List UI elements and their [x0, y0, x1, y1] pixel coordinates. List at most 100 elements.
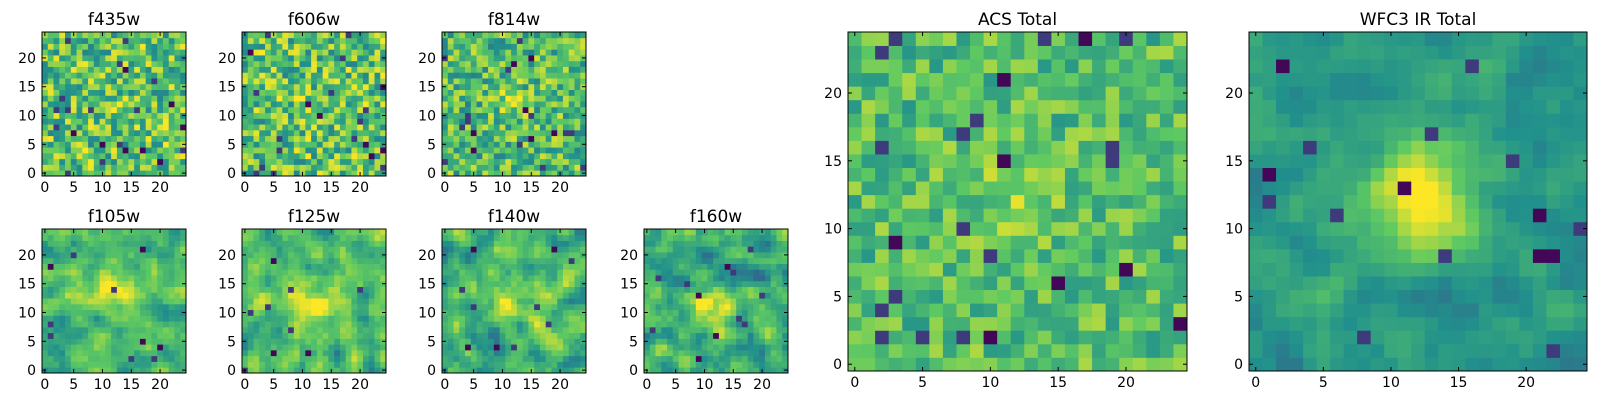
heatmap-cell [111, 303, 118, 311]
heatmap-cell [380, 361, 387, 368]
heatmap-cell [265, 37, 272, 44]
heatmap-cell [116, 315, 124, 322]
heatmap-cell [695, 309, 702, 316]
heatmap-cell [99, 234, 106, 241]
heatmap-cell [1146, 235, 1161, 250]
heatmap-cell [311, 275, 318, 282]
heatmap-cell [511, 112, 518, 119]
heatmap-cell [861, 343, 876, 358]
heatmap-cell [539, 240, 547, 247]
heatmap-cell [134, 118, 141, 125]
heatmap-cell [1105, 316, 1120, 331]
heatmap-cell [488, 124, 495, 131]
heatmap-cell [459, 95, 466, 102]
heatmap-cell [562, 43, 570, 50]
heatmap-cell [551, 89, 558, 96]
heatmap-cell [459, 124, 466, 131]
heatmap-cell [678, 240, 685, 247]
heatmap-cell [339, 349, 347, 357]
heatmap-cell [322, 280, 329, 287]
heatmap-cell [139, 338, 147, 345]
x-tick-label: 5 [469, 377, 478, 393]
heatmap-cell [453, 141, 460, 148]
heatmap-cell [534, 170, 541, 177]
heatmap-cell [357, 321, 364, 328]
heatmap-cell [99, 326, 106, 334]
heatmap-cell [282, 32, 289, 39]
x-tick-label: 10 [94, 377, 112, 393]
heatmap-cell [105, 112, 112, 119]
heatmap-cell [465, 101, 472, 108]
heatmap-cell [134, 246, 141, 253]
heatmap-cell [259, 321, 266, 328]
heatmap-cell [707, 252, 714, 259]
heatmap-cell [465, 164, 472, 171]
heatmap-cell [65, 95, 72, 102]
heatmap-cell [42, 234, 49, 241]
heatmap-cell [334, 101, 341, 108]
heatmap-cell [562, 66, 570, 73]
heatmap-cell [488, 129, 495, 137]
heatmap-cell [470, 129, 477, 137]
heatmap-cell [374, 303, 381, 311]
heatmap-cell [328, 252, 335, 259]
heatmap-cell [339, 303, 347, 311]
heatmap-cell [116, 124, 124, 131]
heatmap-cell [861, 208, 876, 223]
heatmap-cell [528, 112, 535, 119]
heatmap-cell [505, 321, 512, 328]
heatmap-cell [505, 332, 512, 339]
heatmap-cell [65, 158, 72, 165]
heatmap-cell [997, 167, 1012, 182]
heatmap-cell [157, 234, 164, 241]
heatmap-cell [305, 257, 312, 264]
heatmap-cell [649, 315, 656, 322]
heatmap-cell [453, 118, 460, 125]
heatmap-cell [334, 303, 341, 311]
heatmap-cell [970, 248, 984, 263]
heatmap-cell [551, 95, 558, 102]
heatmap-cell [476, 286, 483, 293]
heatmap-cell [482, 303, 489, 311]
heatmap-cell [259, 60, 266, 67]
heatmap-cell [357, 263, 364, 270]
heatmap-cell [328, 83, 335, 90]
heatmap-cell [293, 229, 300, 236]
heatmap-cell [47, 349, 54, 357]
heatmap-cell [1132, 181, 1147, 196]
heatmap-cell [139, 78, 147, 85]
heatmap-cell [288, 164, 295, 171]
heatmap-cell [139, 303, 147, 311]
heatmap-cell [111, 118, 118, 125]
heatmap-cell [499, 78, 506, 85]
heatmap-cell [730, 257, 737, 264]
heatmap-cell [447, 298, 454, 305]
heatmap-cell [528, 55, 535, 62]
heatmap-cell [322, 367, 329, 374]
heatmap-cell [1051, 357, 1066, 372]
heatmap-cell [380, 66, 387, 73]
heatmap-cell [713, 280, 720, 287]
heatmap-cell [488, 355, 495, 362]
heatmap-cell [534, 112, 541, 119]
heatmap-cell [82, 32, 89, 39]
heatmap-cell [174, 292, 181, 299]
heatmap-cell [678, 263, 685, 270]
heatmap-cell [956, 262, 971, 277]
heatmap-cell [776, 349, 783, 357]
heatmap-cell [162, 315, 170, 322]
heatmap-cell [276, 361, 283, 368]
heatmap-cell [111, 275, 118, 282]
heatmap-cell [247, 147, 254, 154]
heatmap-cell [551, 78, 558, 85]
heatmap-cell [339, 257, 347, 264]
heatmap-cell [476, 32, 483, 39]
heatmap-cell [447, 286, 454, 293]
heatmap-cell [499, 89, 506, 96]
heatmap-cell [482, 240, 489, 247]
heatmap-cell [76, 303, 83, 311]
heatmap-cell [111, 164, 118, 171]
heatmap-cell [82, 309, 89, 316]
heatmap-cell [1173, 194, 1188, 209]
heatmap-cell [82, 332, 89, 339]
